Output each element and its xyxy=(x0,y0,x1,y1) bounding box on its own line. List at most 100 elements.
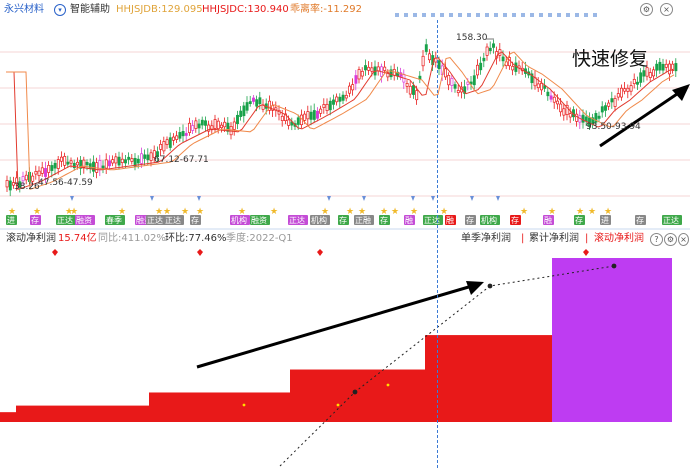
signal-star: ★ xyxy=(65,207,73,217)
candle-body xyxy=(226,122,230,132)
candle-body xyxy=(184,133,188,136)
candle-body xyxy=(437,60,441,70)
candle-body xyxy=(47,165,51,173)
candle-body xyxy=(66,161,70,165)
candle-body xyxy=(101,165,105,169)
indicator-header: 滚动净利润 15.74亿 同比:411.02% 环比:77.46% 季度:202… xyxy=(0,230,690,248)
marker-diamond xyxy=(317,249,323,256)
level-label-3: 67.12-67.71 xyxy=(154,155,209,165)
candle-body xyxy=(492,43,495,48)
candle-body xyxy=(37,170,41,177)
help-icon[interactable]: ? xyxy=(650,233,663,246)
candle-body xyxy=(485,46,489,56)
candle-body xyxy=(428,53,431,61)
tab-cumulative[interactable]: 累计净利润 xyxy=(529,233,579,244)
event-tag-bg xyxy=(480,215,500,225)
candle-body xyxy=(239,110,243,117)
event-tag-label: 正达 xyxy=(165,215,181,225)
event-tag-bg xyxy=(379,215,390,225)
candle-body xyxy=(354,75,358,84)
candle-body xyxy=(162,141,166,152)
candle-body xyxy=(639,72,643,83)
candle-body xyxy=(143,154,147,159)
event-tag-label: 进 xyxy=(601,216,609,225)
event-tag-bg xyxy=(662,215,682,225)
stock-name[interactable]: 永兴材料 xyxy=(4,4,44,15)
candle-body xyxy=(268,100,271,111)
event-tag-label: 正达 xyxy=(663,215,679,225)
candle-body xyxy=(568,113,572,118)
event-tag-bg xyxy=(164,215,184,225)
candle-body xyxy=(658,61,662,71)
candle-body xyxy=(367,66,371,71)
indicator-title: 滚动净利润 xyxy=(6,233,56,244)
candle-body xyxy=(632,78,636,85)
trend-point xyxy=(611,263,617,269)
signal-star: ★ xyxy=(520,207,528,217)
tab-rolling[interactable]: 滚动净利润 xyxy=(594,233,644,244)
candle-body xyxy=(530,73,534,84)
event-tag-label: 进 xyxy=(7,216,15,225)
top-marker xyxy=(476,13,480,17)
trend-point xyxy=(487,283,493,289)
candle-body xyxy=(149,152,153,161)
signal-triangle xyxy=(197,196,201,201)
candle-body xyxy=(556,100,559,105)
candle-body xyxy=(575,113,579,122)
candle-body xyxy=(472,75,476,86)
event-tag-bg xyxy=(445,215,456,225)
candle-body xyxy=(332,99,335,105)
assist-label[interactable]: 智能辅助 xyxy=(70,4,110,15)
crosshair-line xyxy=(437,20,438,468)
event-tag-label: 正达 xyxy=(424,215,440,225)
candle-body xyxy=(108,160,111,167)
signal-star: ★ xyxy=(576,207,584,217)
event-tag-label: 融 xyxy=(544,215,552,225)
candle-body xyxy=(364,65,367,71)
candle-body xyxy=(620,87,623,98)
candle-body xyxy=(415,90,419,101)
candle-body xyxy=(5,180,9,188)
gear-icon[interactable]: ⚙ xyxy=(664,233,677,246)
top-marker xyxy=(467,13,471,17)
marker-dot xyxy=(386,383,390,387)
candle-body xyxy=(178,132,182,139)
top-marker xyxy=(566,13,570,17)
signal-triangle xyxy=(496,196,500,201)
growth-arrow-head xyxy=(466,281,484,295)
dropdown-icon[interactable]: ▾ xyxy=(54,4,66,16)
signal-triangle xyxy=(470,196,474,201)
event-tag-bg xyxy=(404,215,415,225)
marker-diamond xyxy=(583,249,589,256)
top-marker xyxy=(458,13,462,17)
top-marker xyxy=(422,13,426,17)
candle-body xyxy=(562,108,566,116)
close-icon[interactable]: × xyxy=(678,233,689,246)
candle-body xyxy=(223,121,227,128)
signal-triangle xyxy=(150,196,154,201)
candle-body xyxy=(376,66,380,72)
signal-star: ★ xyxy=(346,207,354,217)
candle-body xyxy=(328,100,332,111)
price-annotation: 快速修复 xyxy=(572,48,649,70)
event-tag-bg xyxy=(6,215,17,225)
top-marker xyxy=(548,13,552,17)
indicator-value: 15.74亿 xyxy=(58,233,97,244)
candle-body xyxy=(453,84,457,89)
candle-body xyxy=(629,85,633,92)
candle-body xyxy=(610,98,614,103)
event-tag-label: 融资 xyxy=(76,215,92,225)
event-tag-label: 机构 xyxy=(481,215,497,225)
event-tag-bg xyxy=(465,215,476,225)
close-icon[interactable]: × xyxy=(660,3,673,16)
signal-triangle xyxy=(327,196,331,201)
tab-single-quarter[interactable]: 单季净利润 xyxy=(461,233,511,244)
candle-body xyxy=(175,135,179,140)
candle-body xyxy=(322,104,326,108)
signal-star: ★ xyxy=(380,207,388,217)
event-tag-label: 存 xyxy=(339,215,347,225)
gear-icon[interactable]: ⚙ xyxy=(640,3,653,16)
marker-diamond xyxy=(197,249,203,256)
event-tag-bg xyxy=(510,215,521,225)
signal-star: ★ xyxy=(163,207,171,217)
